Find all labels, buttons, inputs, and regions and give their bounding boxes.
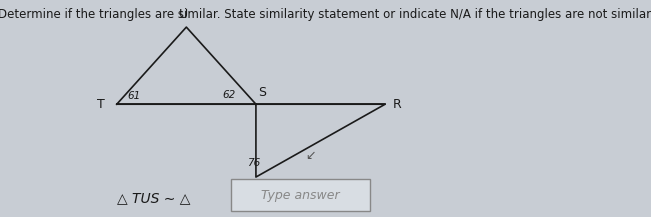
Text: 62: 62 <box>222 90 235 100</box>
Text: U: U <box>179 8 188 21</box>
Text: △ TUS ∼ △: △ TUS ∼ △ <box>117 191 190 205</box>
Text: 61: 61 <box>128 91 141 101</box>
Text: T: T <box>96 98 104 111</box>
Text: S: S <box>258 86 266 99</box>
FancyBboxPatch shape <box>231 179 370 211</box>
Text: Type answer: Type answer <box>261 189 340 202</box>
Text: 76: 76 <box>247 158 260 168</box>
Text: ↙: ↙ <box>305 149 316 162</box>
Text: R: R <box>393 98 402 111</box>
Text: Q: Q <box>249 190 258 203</box>
Text: Determine if the triangles are similar. State similarity statement or indicate N: Determine if the triangles are similar. … <box>0 8 651 21</box>
